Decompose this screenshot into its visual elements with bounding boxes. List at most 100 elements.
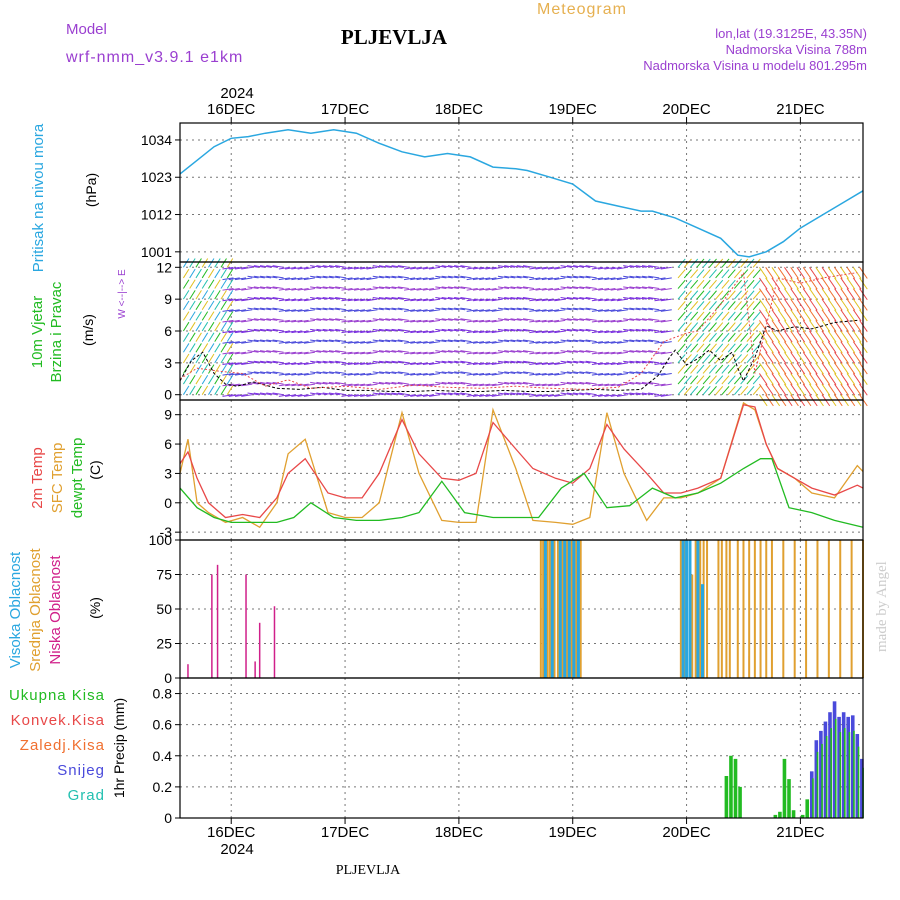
wind-arrow (777, 351, 787, 364)
wind-arrow (821, 341, 831, 354)
wind-arrow (504, 297, 516, 300)
wind-arrow (815, 298, 824, 311)
cloud-bar (258, 622, 261, 678)
cloud-bar (782, 540, 785, 678)
wind-arrow (629, 297, 641, 300)
wind-arrow (259, 392, 272, 396)
cloud-bar (543, 540, 547, 678)
wind-arrow (815, 362, 824, 375)
wind-arrow (648, 297, 660, 300)
wind-arrow (385, 339, 397, 343)
wind-arrow (297, 383, 309, 387)
wind-arrow (840, 383, 849, 396)
wind-arrow (497, 381, 510, 385)
wind-arrow (222, 298, 234, 302)
wind-arrow (629, 371, 641, 374)
cloud-bar (558, 540, 562, 678)
wind-arrow (784, 267, 793, 279)
wind-arrow (353, 372, 366, 376)
top-day-label: 21DEC (776, 101, 825, 118)
bottom-day-label: 16DEC (207, 824, 256, 841)
wind-arrow (272, 275, 284, 279)
wind-arrow (435, 371, 447, 374)
wind-arrow (579, 339, 591, 343)
wind-arrow (241, 330, 253, 334)
wind-arrow (654, 266, 666, 270)
wind-arrow (410, 330, 422, 334)
wind-arrow (226, 385, 234, 395)
wind-arrow (554, 351, 566, 355)
wind-arrow (347, 277, 359, 281)
wind-arrow (285, 394, 297, 397)
cloud-bar (691, 574, 694, 678)
wind-arrow (422, 309, 434, 312)
wind-arrow (677, 279, 686, 289)
wind-arrow (554, 319, 566, 323)
wind-arrow (827, 267, 837, 279)
wind-arrow (560, 381, 572, 385)
wind-arrow (228, 288, 240, 291)
wind-arrow (573, 360, 585, 364)
precip-bar (778, 811, 782, 818)
cloud-bar (211, 574, 213, 678)
wind-arrow (297, 266, 309, 270)
wind-arrow (220, 321, 227, 332)
wind-arrow (840, 341, 849, 354)
wind-arrow (410, 351, 422, 355)
wind-arrow (460, 328, 472, 332)
wind-arrow (733, 269, 742, 279)
wind-arrow (416, 288, 428, 291)
wind-arrow (504, 265, 516, 268)
wind-arrow (790, 320, 799, 332)
wind-arrow (585, 297, 597, 300)
wind-arrow (429, 277, 441, 281)
wind-arrow (598, 266, 610, 270)
wind-arrow (435, 297, 447, 300)
wind-arrow (746, 258, 755, 268)
wind-arrow (285, 372, 297, 376)
wind-arrow (272, 381, 284, 385)
wind-arrow (410, 372, 422, 376)
wind-arrow (429, 372, 441, 376)
wind-arrow (391, 307, 403, 311)
wind-arrow (341, 319, 353, 323)
wind-arrow (660, 319, 672, 323)
wind-arrow (585, 286, 597, 290)
wind-arrow (297, 351, 309, 355)
wind-arrow (341, 362, 353, 365)
wind-arrow (266, 350, 278, 353)
wind-arrow (616, 266, 629, 270)
wind-arrow (554, 288, 566, 291)
wind-arrow (466, 394, 478, 397)
wind-arrow (535, 330, 547, 334)
wind-arrow (497, 392, 510, 396)
wind-arrow (566, 297, 578, 300)
wind-arrow (566, 318, 578, 321)
wind-arrow (560, 265, 572, 268)
wind-arrow (360, 288, 372, 291)
wind-arrow (535, 288, 547, 291)
wind-label-1: 10m Vjetar (29, 296, 46, 369)
wind-arrow (391, 275, 403, 279)
wind-arrow (796, 267, 806, 279)
wind-arrow (654, 362, 666, 365)
wind-arrow (410, 394, 422, 397)
wind-arrow (479, 266, 491, 270)
wind-arrow (591, 383, 603, 387)
wind-arrow (328, 360, 341, 364)
wind-arrow (683, 258, 692, 268)
wind-arrow (585, 265, 597, 268)
wind-arrow (195, 258, 202, 268)
wind-arrow (253, 339, 265, 343)
wind-arrow (466, 298, 478, 302)
wind-arrow (802, 351, 812, 364)
wind-arrow (677, 354, 686, 364)
wind-arrow (214, 364, 221, 374)
wind-arrow (303, 298, 315, 302)
wind-arrow (214, 311, 221, 321)
wind-arrow (740, 354, 749, 364)
wind-arrow (629, 328, 641, 332)
wind-arrow (708, 332, 717, 342)
wind-arrow (201, 258, 209, 268)
wind-arrow (378, 381, 391, 385)
